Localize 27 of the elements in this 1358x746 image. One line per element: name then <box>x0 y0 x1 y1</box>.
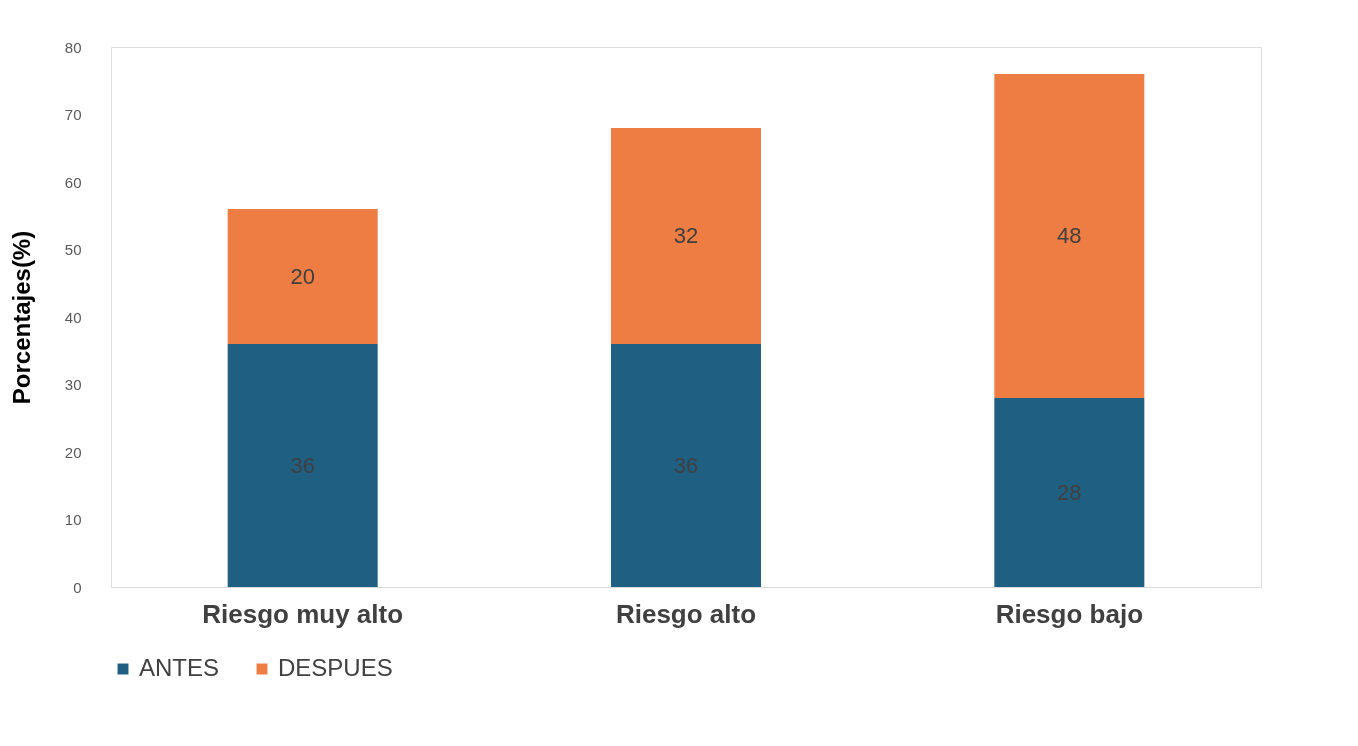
y-tick-label: 40 <box>64 308 82 326</box>
legend-label: ANTES <box>139 654 220 681</box>
bar <box>227 344 378 587</box>
legend-label: DESPUES <box>278 654 393 681</box>
y-tick-label: 20 <box>64 443 82 461</box>
x-tick-label: Riesgo bajo <box>995 598 1144 629</box>
bar <box>227 209 378 344</box>
bar <box>611 128 761 344</box>
data-label: 48 <box>1057 223 1082 248</box>
x-tick-label: Riesgo alto <box>615 598 757 629</box>
y-tick-label: 50 <box>64 241 82 258</box>
bar <box>994 398 1145 587</box>
y-tick-label: 0 <box>73 578 82 596</box>
data-label: 32 <box>673 223 699 248</box>
data-label: 36 <box>290 452 315 478</box>
y-tick-label: 80 <box>64 38 82 56</box>
data-label: 36 <box>673 452 699 478</box>
y-tick-label: 70 <box>64 106 82 123</box>
bar <box>611 344 761 587</box>
y-tick-label: 30 <box>64 376 82 393</box>
y-tick-label: 60 <box>64 173 82 191</box>
data-label: 28 <box>1057 479 1082 505</box>
y-axis-title: Porcentajes(%) <box>7 230 35 405</box>
data-label: 20 <box>290 263 315 289</box>
x-tick-label: Riesgo muy alto <box>202 598 404 629</box>
bar <box>994 74 1145 398</box>
y-tick-label: 10 <box>64 511 82 528</box>
